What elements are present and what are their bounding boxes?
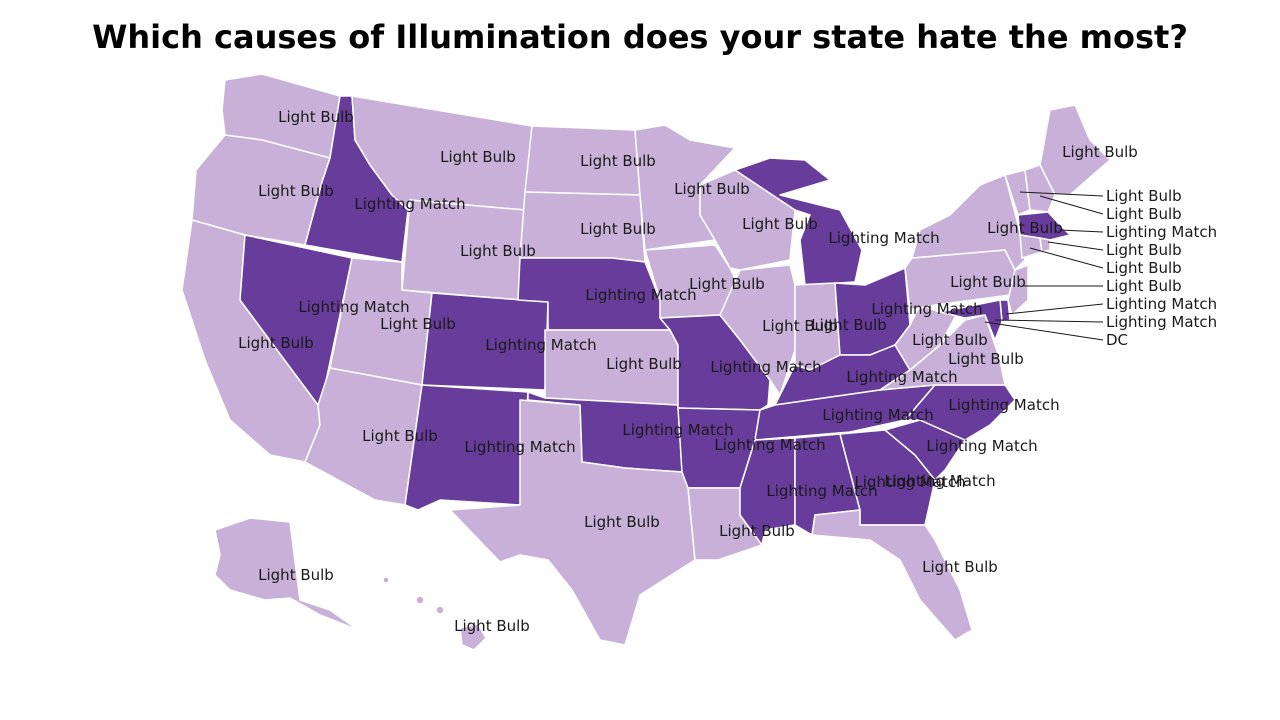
- label-ms: Lighting Match: [766, 482, 877, 500]
- state-ri[interactable]: [1039, 237, 1051, 253]
- label-nc: Lighting Match: [948, 396, 1059, 414]
- state-hi-islet-2[interactable]: [435, 605, 445, 615]
- label-fl: Light Bulb: [922, 558, 998, 576]
- state-md[interactable]: [939, 299, 1003, 341]
- state-fl[interactable]: [811, 509, 973, 641]
- label-or: Light Bulb: [258, 182, 334, 200]
- label-ok: Lighting Match: [622, 421, 733, 439]
- state-tx[interactable]: [449, 399, 696, 646]
- label-ri: Light Bulb: [1106, 241, 1182, 259]
- label-ut: Light Bulb: [380, 315, 456, 333]
- label-id: Lighting Match: [354, 195, 465, 213]
- label-ar: Lighting Match: [714, 436, 825, 454]
- label-la: Light Bulb: [719, 522, 795, 540]
- label-wy: Light Bulb: [460, 242, 536, 260]
- label-in: Light Bulb: [811, 316, 887, 334]
- label-tn: Lighting Match: [822, 406, 933, 424]
- label-ga: Lighting Match: [884, 472, 995, 490]
- state-mi[interactable]: [734, 157, 863, 286]
- state-ct[interactable]: [1019, 234, 1043, 259]
- state-labels: Light Bulb Light Bulb Light Bulb Lightin…: [238, 108, 1217, 635]
- label-ct: Light Bulb: [1106, 259, 1182, 277]
- label-ny: Light Bulb: [987, 219, 1063, 237]
- label-vt: Light Bulb: [1106, 187, 1182, 205]
- state-hi-islet-3[interactable]: [382, 576, 390, 584]
- state-nh[interactable]: [1024, 164, 1056, 213]
- label-ks: Light Bulb: [606, 355, 682, 373]
- label-dc: DC: [1106, 331, 1128, 349]
- label-tx: Light Bulb: [584, 513, 660, 531]
- state-hi-islet-1[interactable]: [415, 595, 425, 605]
- label-mn: Light Bulb: [674, 180, 750, 198]
- label-mo: Lighting Match: [710, 358, 821, 376]
- label-sc: Lighting Match: [926, 437, 1037, 455]
- label-ne: Lighting Match: [585, 286, 696, 304]
- label-nh: Light Bulb: [1106, 205, 1182, 223]
- label-ak: Light Bulb: [258, 566, 334, 584]
- label-sd: Light Bulb: [580, 220, 656, 238]
- label-ky: Lighting Match: [846, 368, 957, 386]
- label-wi: Light Bulb: [742, 215, 818, 233]
- state-ny[interactable]: [911, 174, 1026, 271]
- label-il: Light Bulb: [762, 317, 838, 335]
- label-nd: Light Bulb: [580, 152, 656, 170]
- label-wv: Light Bulb: [912, 331, 988, 349]
- state-ak[interactable]: [214, 517, 359, 631]
- label-az: Light Bulb: [362, 427, 438, 445]
- label-ia: Light Bulb: [689, 275, 765, 293]
- label-co: Lighting Match: [485, 336, 596, 354]
- label-pa: Light Bulb: [950, 273, 1026, 291]
- label-nv: Lighting Match: [298, 298, 409, 316]
- label-ma: Lighting Match: [1106, 223, 1217, 241]
- label-oh: Lighting Match: [871, 300, 982, 318]
- label-nj: Light Bulb: [1106, 277, 1182, 295]
- state-hi[interactable]: [459, 623, 487, 651]
- label-hi: Light Bulb: [454, 617, 530, 635]
- label-va: Light Bulb: [948, 350, 1024, 368]
- label-me: Light Bulb: [1062, 143, 1138, 161]
- label-ca: Light Bulb: [238, 334, 314, 352]
- label-de: Lighting Match: [1106, 295, 1217, 313]
- state-me[interactable]: [1039, 104, 1111, 196]
- label-mi: Lighting Match: [828, 229, 939, 247]
- label-al: Lighting Match: [854, 473, 965, 491]
- label-nm: Lighting Match: [464, 438, 575, 456]
- state-nj[interactable]: [1007, 264, 1029, 316]
- label-mt: Light Bulb: [440, 148, 516, 166]
- label-md: Lighting Match: [1106, 313, 1217, 331]
- map-title: Which causes of Illumination does your s…: [92, 18, 1188, 56]
- label-wa: Light Bulb: [278, 108, 354, 126]
- leader-lines: [984, 191, 1104, 341]
